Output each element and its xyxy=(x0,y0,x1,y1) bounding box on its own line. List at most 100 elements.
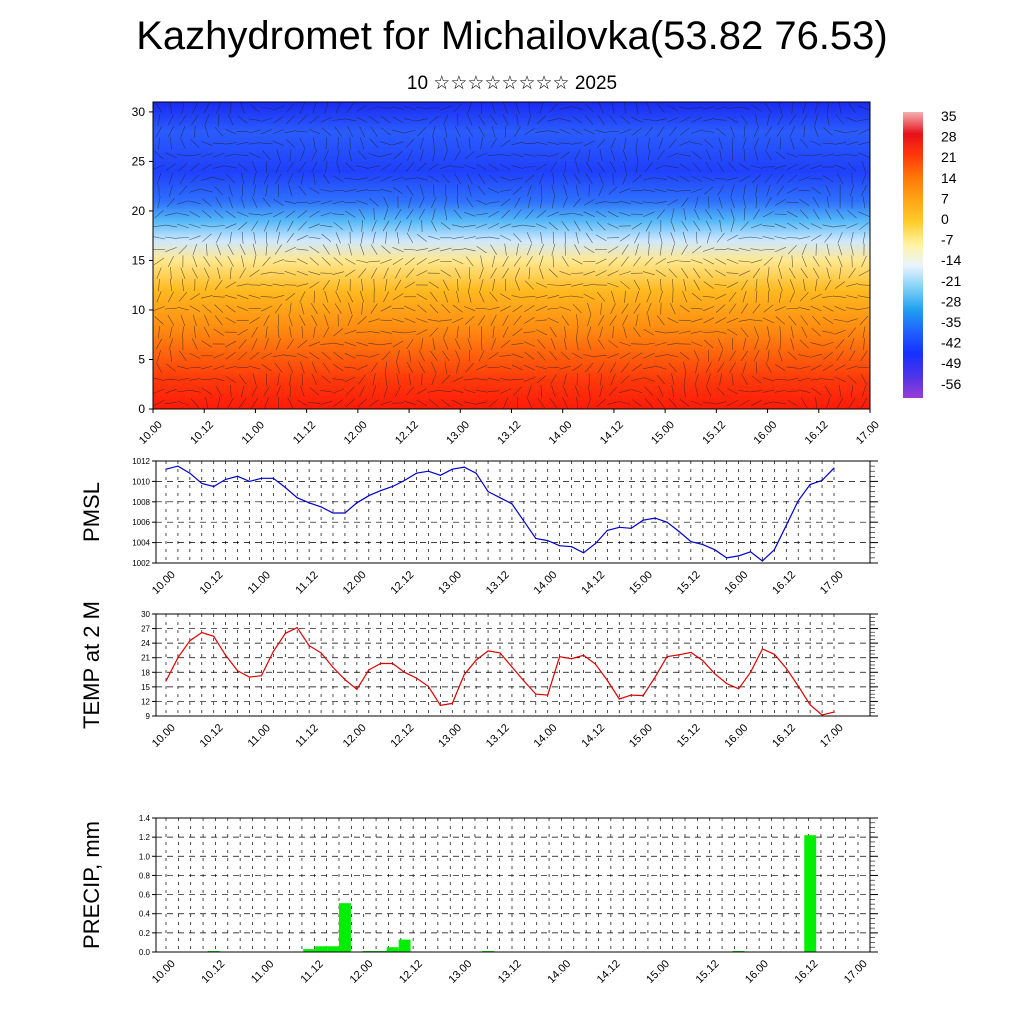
wind-vector xyxy=(514,279,520,291)
wind-vector xyxy=(810,140,822,147)
x-tick-label: 12.12 xyxy=(393,419,421,447)
wind-vector xyxy=(240,172,245,185)
wind-vector xyxy=(225,375,236,383)
wind-vector xyxy=(802,279,806,291)
y-tick-label: 0.6 xyxy=(139,891,151,900)
wind-vector xyxy=(334,126,342,137)
data-point xyxy=(463,674,465,676)
wind-vector xyxy=(619,401,631,405)
wind-vector xyxy=(344,366,357,369)
wind-vector xyxy=(192,102,198,114)
wind-vector xyxy=(750,236,763,239)
data-point xyxy=(594,663,597,665)
wind-vector xyxy=(755,290,758,303)
wind-vector xyxy=(392,106,404,110)
wind-vector xyxy=(236,211,249,217)
wind-vector xyxy=(858,307,870,310)
wind-vector xyxy=(837,173,844,185)
wind-vector xyxy=(622,314,628,326)
x-tick-label: 13.00 xyxy=(446,958,474,986)
wind-vector xyxy=(714,178,727,180)
wind-vector xyxy=(609,362,617,373)
wind-vector xyxy=(562,385,568,397)
data-point xyxy=(511,666,513,668)
wind-vector xyxy=(420,149,424,162)
wind-vector xyxy=(798,365,811,370)
wind-vector xyxy=(717,208,724,220)
wind-vector xyxy=(333,399,344,407)
wind-vector xyxy=(642,189,655,192)
y-tick-label: 12 xyxy=(141,697,150,706)
wind-vector xyxy=(535,141,548,145)
wind-vector xyxy=(236,283,249,287)
wind-vector xyxy=(191,267,198,279)
wind-vector xyxy=(237,116,248,124)
wind-vector xyxy=(368,153,380,158)
wind-vector xyxy=(225,281,236,289)
wind-vector xyxy=(463,389,476,394)
wind-vector xyxy=(631,363,642,372)
wind-vector xyxy=(738,260,751,263)
wind-vector xyxy=(296,258,308,265)
data-point xyxy=(761,648,764,650)
wind-vector xyxy=(356,165,369,169)
wind-vector xyxy=(622,173,628,185)
x-tick-label: 12.12 xyxy=(388,722,416,750)
wind-vector xyxy=(862,231,866,244)
x-tick-label: 14.12 xyxy=(579,722,607,750)
wind-vector xyxy=(752,303,761,314)
wind-vector xyxy=(658,290,663,303)
y-tick-label: 0 xyxy=(138,402,145,416)
wind-vector xyxy=(213,153,225,158)
wind-vector xyxy=(644,162,653,172)
wind-vector xyxy=(573,220,581,232)
wind-vector xyxy=(787,351,797,361)
wind-vector xyxy=(251,397,259,409)
wind-vector xyxy=(260,106,273,110)
wind-vector xyxy=(309,115,320,124)
wind-vector xyxy=(655,342,667,346)
y-tick-label: 9 xyxy=(146,712,151,721)
wind-vector xyxy=(265,160,268,174)
wind-vector xyxy=(726,400,739,406)
wind-vector xyxy=(827,101,830,115)
wind-vector xyxy=(799,292,809,302)
wind-vector xyxy=(619,389,631,393)
data-point xyxy=(773,653,776,655)
wind-vector xyxy=(203,256,211,267)
wind-vector xyxy=(858,211,870,217)
x-tick-label: 10.12 xyxy=(188,419,216,447)
wind-vector xyxy=(392,257,404,265)
wind-vector xyxy=(787,245,797,255)
wind-vector xyxy=(488,398,499,408)
wind-vector xyxy=(693,350,700,362)
wind-vector xyxy=(753,125,760,138)
wind-vector xyxy=(766,184,771,197)
wind-vector xyxy=(296,270,309,276)
data-point xyxy=(535,537,537,540)
wind-vector xyxy=(741,373,748,385)
wind-vector xyxy=(702,306,715,312)
wind-vector xyxy=(826,267,830,280)
wind-vector xyxy=(344,189,357,193)
wind-vector xyxy=(571,258,583,265)
wind-vector xyxy=(683,208,687,221)
data-point xyxy=(714,549,716,551)
wind-vector xyxy=(224,142,237,145)
wind-vector xyxy=(178,245,188,255)
wind-vector xyxy=(157,349,161,362)
wind-vector xyxy=(481,337,483,351)
wind-vector xyxy=(858,270,870,277)
series-line xyxy=(165,465,835,562)
y-tick-label: 10 xyxy=(132,303,146,317)
wind-vector xyxy=(648,243,650,256)
wind-vector xyxy=(356,354,369,357)
wind-vector xyxy=(300,302,305,315)
data-point xyxy=(296,627,298,629)
wind-vector xyxy=(296,130,309,133)
precip-bar xyxy=(804,835,817,952)
wind-vector xyxy=(775,199,786,206)
wind-vector xyxy=(228,184,233,197)
wind-vector xyxy=(702,402,715,404)
